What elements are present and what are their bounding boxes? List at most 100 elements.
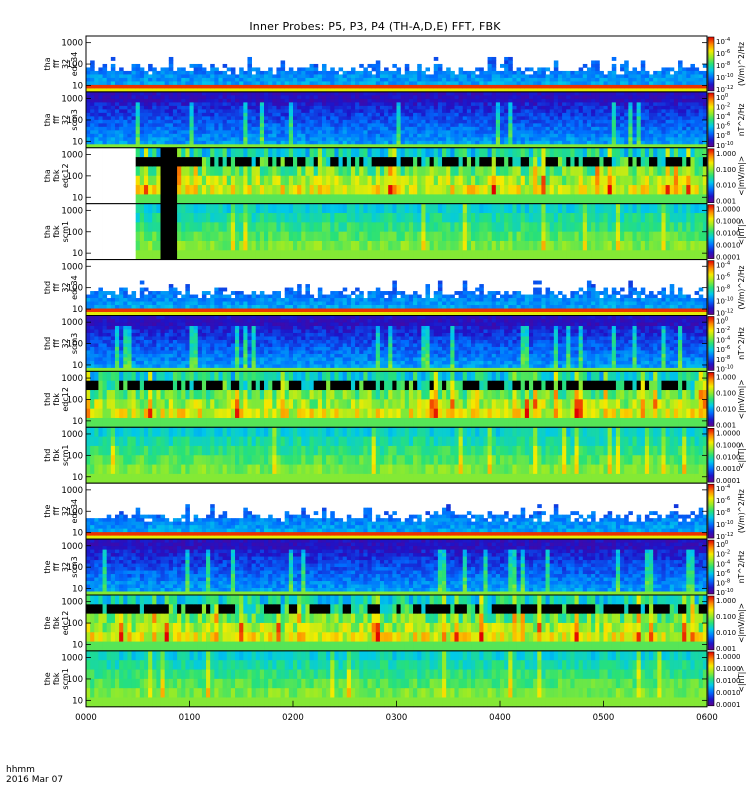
spectrogram-cell bbox=[541, 109, 546, 114]
spectrogram-cell bbox=[375, 91, 381, 96]
spectrogram-cell bbox=[222, 250, 228, 260]
spectrogram-cell bbox=[272, 203, 277, 214]
spectrogram-cell bbox=[508, 67, 513, 72]
spectrogram-cell bbox=[98, 102, 103, 107]
spectrogram-cell bbox=[201, 231, 207, 242]
spectrogram-cell bbox=[678, 98, 683, 103]
spectrogram-cell bbox=[214, 157, 219, 167]
spectrogram-cell bbox=[110, 98, 116, 103]
spectrogram-cell bbox=[317, 109, 323, 114]
spectrogram-cell bbox=[189, 98, 195, 103]
spectrogram-cell bbox=[185, 77, 190, 82]
spectrogram-cell bbox=[528, 137, 534, 142]
spectrogram-cell bbox=[578, 222, 584, 233]
spectrogram-cell bbox=[284, 84, 290, 89]
spectrogram-cell bbox=[628, 157, 633, 167]
spectrogram-cell bbox=[649, 147, 654, 158]
spectrogram-cell bbox=[338, 98, 344, 103]
spectrogram-cell bbox=[632, 166, 638, 177]
spectrogram-cell bbox=[371, 250, 377, 260]
spectrogram-cell bbox=[698, 98, 704, 103]
spectrogram-cell bbox=[673, 175, 679, 186]
spectrogram-cell bbox=[586, 119, 592, 124]
spectrogram-cell bbox=[305, 112, 310, 117]
spectrogram-cell bbox=[582, 98, 588, 103]
spectrogram-cell bbox=[508, 231, 513, 242]
spectrogram-cell bbox=[669, 133, 675, 138]
spectrogram-cell bbox=[293, 250, 298, 260]
spectrogram-cell bbox=[110, 84, 116, 89]
spectrogram-cell bbox=[450, 240, 455, 251]
spectrogram-cell bbox=[297, 81, 302, 86]
spectrogram-cell bbox=[442, 157, 447, 167]
spectrogram-cell bbox=[462, 250, 468, 260]
spectrogram-cell bbox=[272, 147, 277, 158]
spectrogram-cell bbox=[690, 147, 695, 158]
spectrogram-cell bbox=[230, 130, 236, 135]
spectrogram-cell bbox=[359, 175, 364, 186]
spectrogram-cell bbox=[218, 123, 224, 128]
spectrogram-cell bbox=[504, 74, 509, 79]
spectrogram-cell bbox=[206, 112, 211, 117]
spectrogram-cell bbox=[524, 74, 530, 79]
spectrogram-cell bbox=[483, 70, 488, 75]
spectrogram-cell bbox=[143, 102, 149, 107]
spectrogram-cell bbox=[330, 84, 335, 89]
spectrogram-cell bbox=[450, 119, 455, 124]
spectrogram-cell bbox=[235, 116, 240, 121]
spectrogram-cell bbox=[479, 126, 484, 131]
data-gap bbox=[94, 203, 99, 260]
spectrogram-cell bbox=[417, 109, 422, 114]
spectrogram-cell bbox=[673, 84, 679, 89]
spectrogram-cell bbox=[404, 240, 410, 251]
spectrogram-cell bbox=[94, 112, 99, 117]
spectrogram-cell bbox=[591, 67, 596, 72]
spectrogram-cell bbox=[264, 74, 269, 79]
spectrogram-cell bbox=[636, 88, 642, 93]
spectrogram-cell bbox=[657, 91, 662, 96]
spectrogram-cell bbox=[495, 123, 501, 128]
spectrogram-cell bbox=[640, 144, 646, 149]
spectrogram-cell bbox=[603, 166, 609, 177]
spectrogram-cell bbox=[504, 112, 509, 117]
spectrogram-cell bbox=[276, 222, 281, 233]
spectrogram-cell bbox=[359, 194, 364, 205]
spectrogram-cell bbox=[417, 116, 422, 121]
spectrogram-cell bbox=[326, 70, 331, 75]
spectrogram-cell bbox=[189, 213, 195, 223]
spectrogram-cell bbox=[578, 91, 584, 96]
spectrogram-cell bbox=[611, 91, 617, 96]
spectrogram-cell bbox=[479, 105, 484, 110]
spectrogram-cell bbox=[528, 88, 534, 93]
spectrogram-cell bbox=[483, 250, 488, 260]
spectrogram-cell bbox=[425, 102, 431, 107]
spectrogram-cell bbox=[379, 144, 385, 149]
spectrogram-cell bbox=[611, 105, 617, 110]
spectrogram-cell bbox=[665, 166, 671, 177]
spectrogram-cell bbox=[350, 133, 356, 138]
spectrogram-cell bbox=[309, 194, 315, 205]
spectrogram-cell bbox=[280, 137, 286, 142]
spectrogram-cell bbox=[607, 133, 613, 138]
spectrogram-cell bbox=[640, 185, 646, 195]
spectrogram-cell bbox=[462, 166, 468, 177]
spectrogram-cell bbox=[562, 231, 567, 242]
spectrogram-cell bbox=[425, 126, 431, 131]
spectrogram-cell bbox=[413, 222, 418, 233]
spectrogram-cell bbox=[98, 70, 103, 75]
spectrogram-cell bbox=[371, 109, 377, 114]
spectrogram-cell bbox=[615, 105, 621, 110]
spectrogram-cell bbox=[293, 203, 298, 214]
spectrogram-cell bbox=[152, 203, 157, 214]
spectrogram-cell bbox=[375, 109, 381, 114]
spectrogram-cell bbox=[495, 213, 501, 223]
spectrogram-cell bbox=[222, 123, 228, 128]
spectrogram-cell bbox=[483, 240, 488, 251]
spectrogram-cell bbox=[131, 67, 137, 72]
spectrogram-cell bbox=[123, 105, 128, 110]
spectrogram-cell bbox=[437, 102, 443, 107]
spectrogram-cell bbox=[698, 119, 704, 124]
spectrogram-cell bbox=[276, 203, 281, 214]
spectrogram-cell bbox=[334, 95, 339, 100]
y-tick-label: 100 bbox=[67, 60, 83, 70]
